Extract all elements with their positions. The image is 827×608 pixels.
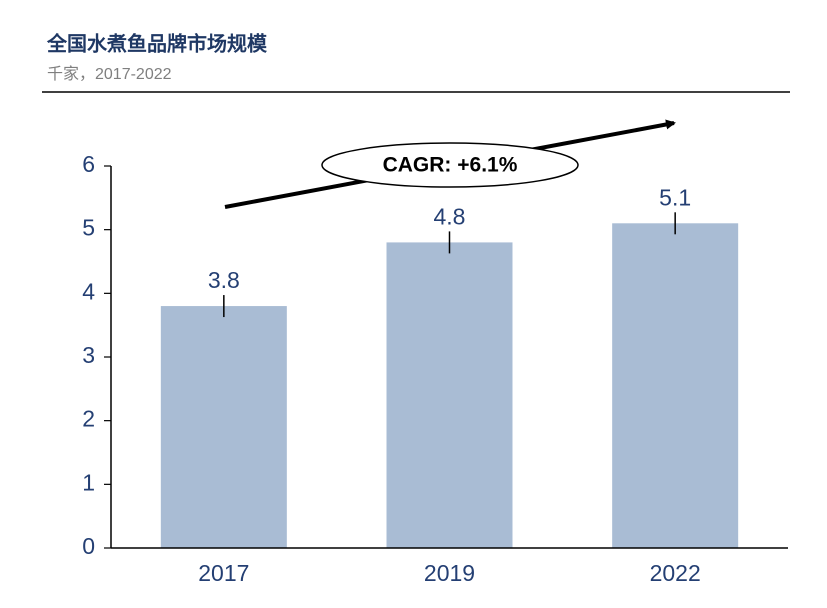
annotation-ellipse — [321, 142, 579, 188]
y-tick-label: 4 — [82, 278, 95, 304]
x-tick-label: 2017 — [198, 560, 249, 586]
y-tick-label: 2 — [82, 406, 95, 432]
bar — [160, 306, 287, 548]
y-tick-label: 3 — [82, 342, 95, 368]
y-tick-label: 6 — [82, 151, 95, 177]
x-tick-label: 2019 — [424, 560, 475, 586]
y-tick-label: 1 — [82, 469, 95, 495]
value-label: 4.8 — [434, 203, 466, 229]
bar — [612, 223, 739, 549]
cagr-annotation: CAGR: +6.1% — [383, 154, 518, 177]
y-tick-label: 0 — [82, 533, 95, 559]
value-label: 5.1 — [659, 184, 691, 210]
x-tick-label: 2022 — [650, 560, 701, 586]
chart-subtitle: 千家，2017-2022 — [47, 65, 172, 83]
value-label: 3.8 — [208, 267, 240, 293]
bar — [386, 242, 513, 548]
y-tick-label: 5 — [82, 215, 95, 241]
chart-title: 全国水煮鱼品牌市场规模 — [46, 32, 268, 56]
